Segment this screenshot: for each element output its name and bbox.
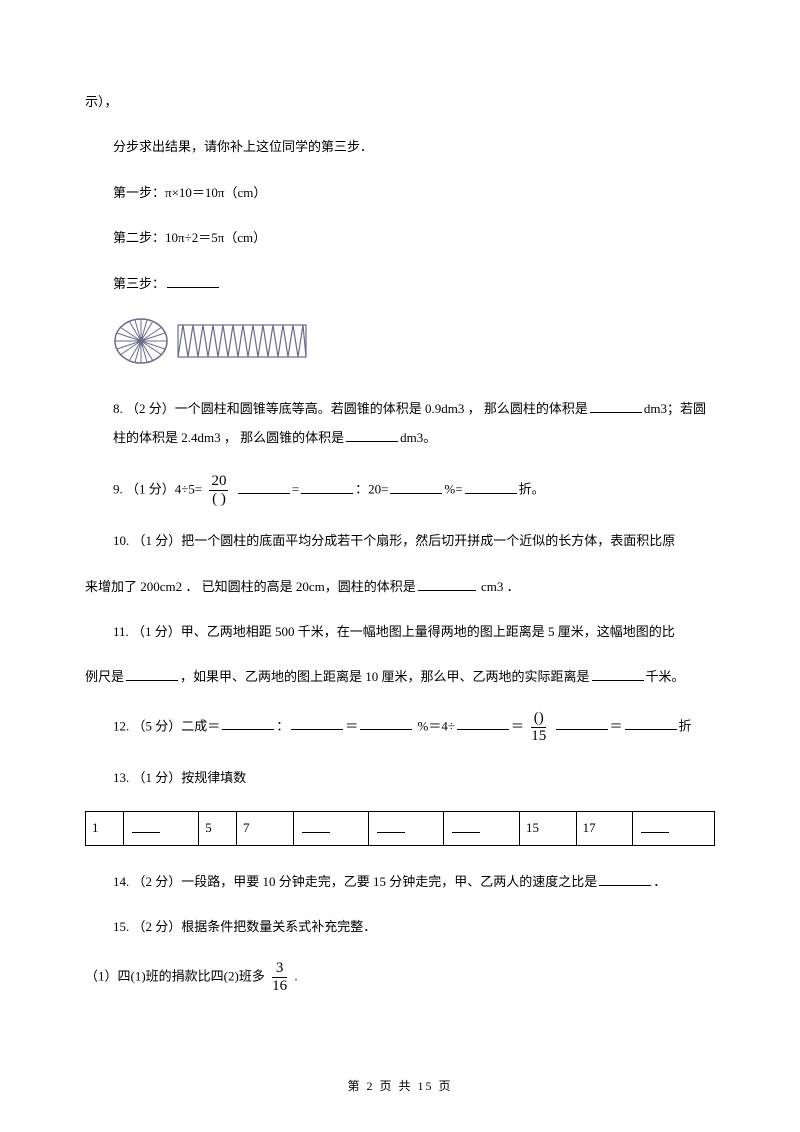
- q9-prefix: 9. （1 分）4÷5=: [113, 482, 202, 497]
- blank: [390, 478, 442, 494]
- table-cell: 17: [576, 812, 633, 846]
- blank: [222, 714, 274, 730]
- blank: [346, 426, 398, 442]
- fraction: 20( ): [209, 474, 228, 507]
- fraction-num: 20: [209, 474, 228, 491]
- blank: [452, 817, 480, 833]
- question-12: 12. （5 分）二成＝ ： ＝ %＝4÷ ＝ ()15 ＝ 折: [85, 711, 715, 744]
- blank: [625, 714, 677, 730]
- fraction-num: (): [531, 711, 546, 728]
- blank: [592, 665, 644, 681]
- fraction-den: 15: [531, 728, 546, 744]
- step-3-label: 第三步：: [113, 276, 165, 291]
- question-15-sub: （1）四(1)班的捐款比四(2)班多 316 .: [85, 961, 715, 994]
- fan-circle-icon: [113, 317, 169, 365]
- blank: [301, 478, 353, 494]
- question-11-line-b: 例尺是 ，如果甲、乙两地的图上距离是 10 厘米，那么甲、乙两地的实际距离是 千米。: [85, 665, 715, 688]
- q9-seg-c: %=: [444, 482, 462, 497]
- blank: [377, 817, 405, 833]
- fraction-num: 3: [272, 961, 287, 978]
- question-10-line-a: 10. （1 分）把一个圆柱的底面平均分成若干个扇形，然后切开拼成一个近似的长方…: [85, 529, 715, 552]
- sequence-table: 1571517: [85, 811, 715, 846]
- q11-b-a: 例尺是: [85, 669, 124, 684]
- q12-eq2: ＝: [511, 718, 524, 733]
- q9-seg-d: 折。: [519, 482, 545, 497]
- blank: [167, 272, 219, 288]
- blank: [360, 714, 412, 730]
- q14-a: 14. （2 分）一段路，甲要 10 分钟走完，乙要 15 分钟走完，甲、乙两人…: [113, 874, 597, 889]
- q12-pct: %＝4÷: [414, 718, 455, 733]
- q12-eq1: ＝: [345, 718, 358, 733]
- q11-b-b: ，如果甲、乙两地的图上距离是 10 厘米，那么甲、乙两地的实际距离是: [180, 669, 590, 684]
- blank: [599, 870, 651, 886]
- blank: [302, 817, 330, 833]
- table-cell: [633, 812, 715, 846]
- figure-row: [85, 317, 715, 365]
- question-8: 8. （2 分）一个圆柱和圆锥等底等高。若圆锥的体积是 0.9dm3 ， 那么圆…: [85, 395, 715, 452]
- q8-text-c: dm3。: [400, 430, 436, 445]
- q9-eq1: =: [292, 482, 299, 497]
- blank: [132, 817, 160, 833]
- blank: [126, 665, 178, 681]
- q14-b: ．: [653, 874, 666, 889]
- fraction-den: ( ): [209, 491, 228, 507]
- q15-sub-a: （1）四(1)班的捐款比四(2)班多: [85, 968, 265, 983]
- q9-seg-b: ：20=: [355, 482, 388, 497]
- blank: [291, 714, 343, 730]
- q15-sub-b: .: [294, 968, 297, 983]
- table-cell: [123, 812, 198, 846]
- table-cell: 5: [199, 812, 237, 846]
- q8-text-a: 8. （2 分）一个圆柱和圆锥等底等高。若圆锥的体积是 0.9dm3 ， 那么圆…: [113, 401, 588, 416]
- question-10-line-b: 来增加了 200cm2 ． 已知圆柱的高是 20cm，圆柱的体积是 cm3 ．: [85, 575, 715, 598]
- table-cell: [369, 812, 444, 846]
- table-cell: 7: [236, 812, 293, 846]
- step-3: 第三步：: [85, 272, 715, 295]
- intro-line-0: 示），: [85, 90, 715, 113]
- q12-end: 折: [679, 718, 692, 733]
- step-1: 第一步：π×10＝10π（cm）: [85, 181, 715, 204]
- blank: [238, 478, 290, 494]
- q12-eq3: ＝: [610, 718, 623, 733]
- q12-colon: ：: [276, 718, 289, 733]
- blank: [556, 714, 608, 730]
- q12-prefix: 12. （5 分）二成＝: [113, 718, 220, 733]
- question-14: 14. （2 分）一段路，甲要 10 分钟走完，乙要 15 分钟走完，甲、乙两人…: [85, 870, 715, 893]
- fraction: ()15: [531, 711, 546, 744]
- question-15: 15. （2 分）根据条件把数量关系式补充完整．: [85, 915, 715, 938]
- question-11-line-a: 11. （1 分）甲、乙两地相距 500 千米，在一幅地图上量得两地的图上距离是…: [85, 620, 715, 643]
- question-13: 13. （1 分）按规律填数: [85, 766, 715, 789]
- fraction: 316: [272, 961, 287, 994]
- q10-b-a: 来增加了 200cm2 ． 已知圆柱的高是 20cm，圆柱的体积是: [85, 579, 416, 594]
- zigzag-rect-icon: [177, 320, 307, 362]
- blank: [590, 397, 642, 413]
- step-2: 第二步：10π÷2＝5π（cm）: [85, 226, 715, 249]
- blank: [465, 478, 517, 494]
- page-footer: 第 2 页 共 15 页: [0, 1077, 800, 1096]
- q11-b-c: 千米。: [646, 669, 685, 684]
- table-cell: [444, 812, 519, 846]
- fraction-den: 16: [272, 978, 287, 994]
- q10-b-b: cm3 ．: [478, 579, 520, 594]
- table-cell: 15: [519, 812, 576, 846]
- blank: [641, 817, 669, 833]
- table-cell: 1: [86, 812, 124, 846]
- table-cell: [293, 812, 368, 846]
- intro-line-1: 分步求出结果，请你补上这位同学的第三步．: [85, 135, 715, 158]
- blank: [457, 714, 509, 730]
- blank: [418, 575, 476, 591]
- question-9: 9. （1 分）4÷5= 20( ) = ：20= %= 折。: [85, 474, 715, 507]
